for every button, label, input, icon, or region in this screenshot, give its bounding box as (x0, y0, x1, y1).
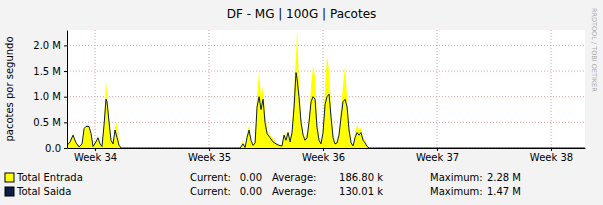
legend-swatch (5, 173, 14, 182)
legend-stat: 0.00 (240, 186, 262, 197)
tick-mark (437, 148, 438, 151)
tick: Week 36 (302, 148, 345, 163)
y-axis: 0.0 0.5 M 1.0 M 1.5 M 2.0 M (33, 31, 67, 154)
tick-label: Week 36 (302, 152, 345, 163)
tick: Week 38 (530, 148, 573, 163)
title: DF - MG | 100G | Pacotes (227, 7, 377, 21)
legend-stat: 1.47 M (487, 186, 521, 197)
area (67, 31, 585, 148)
legend-stat: 2.28 M (487, 172, 521, 183)
x-axis: Week 34 Week 35 Week 36 Week 37 Week 38 (68, 148, 586, 163)
grid-line (67, 71, 585, 72)
axis-line (68, 148, 586, 149)
legend-stat: Current: (190, 172, 231, 183)
y-axis-title: pacotes por segundo (4, 36, 15, 141)
tick-label: 0.5 M (33, 117, 61, 128)
tick: 2.0 M (33, 40, 67, 51)
grid-line (551, 30, 552, 148)
tick: 1.5 M (33, 66, 67, 77)
tick-mark (64, 97, 67, 98)
tick: Week 37 (416, 148, 459, 163)
line (67, 73, 585, 148)
legend-stat: Current: (190, 186, 231, 197)
tick-label: 2.0 M (33, 40, 61, 51)
legend-stat: 186.80 k (339, 172, 383, 183)
legend-stat: Average: (272, 186, 316, 197)
plot-area (67, 30, 585, 148)
tick-label: Week 37 (416, 152, 459, 163)
tick-label: Week 34 (74, 152, 117, 163)
tick: 0.0 (45, 143, 67, 154)
tick-mark (95, 148, 96, 151)
tick-label: 1.5 M (33, 66, 61, 77)
tick: 1.0 M (33, 91, 67, 102)
grid (67, 30, 585, 148)
tick-mark (323, 148, 324, 151)
tick-label: Week 38 (530, 152, 573, 163)
grid-line (209, 30, 210, 148)
legend-label: Total Entrada (16, 172, 83, 183)
background (0, 0, 603, 205)
legend-stat: Maximum: (430, 172, 483, 183)
tick-label: Week 35 (188, 152, 231, 163)
tick-label: 1.0 M (33, 91, 61, 102)
chart: DF - MG | 100G | Pacotes pacotes por segu… (0, 0, 603, 205)
grid-line (437, 30, 438, 148)
legend-label: Total Saida (16, 186, 71, 197)
tick-mark (64, 45, 67, 46)
legend-swatch (5, 187, 14, 196)
tick-mark (64, 148, 67, 149)
tick: Week 34 (74, 148, 117, 163)
grid-line (67, 45, 585, 46)
watermark: RRDTOOL / TOBI OETIKER (590, 8, 598, 92)
grid-line (95, 30, 96, 148)
axis-line (67, 31, 68, 149)
legend-stat: Maximum: (430, 186, 483, 197)
tick: Week 35 (188, 148, 231, 163)
legend-stat: 130.01 k (339, 186, 383, 197)
tick-mark (64, 122, 67, 123)
tick: 0.5 M (33, 117, 67, 128)
tick-mark (551, 148, 552, 151)
tick-mark (209, 148, 210, 151)
legend-stat: Average: (272, 172, 316, 183)
tick-mark (64, 71, 67, 72)
tick-label: 0.0 (45, 143, 61, 154)
plot (67, 31, 585, 148)
legend-stat: 0.00 (240, 172, 262, 183)
legend: Total Entrada Current: 0.00 Average: 186.80 … (5, 172, 521, 197)
